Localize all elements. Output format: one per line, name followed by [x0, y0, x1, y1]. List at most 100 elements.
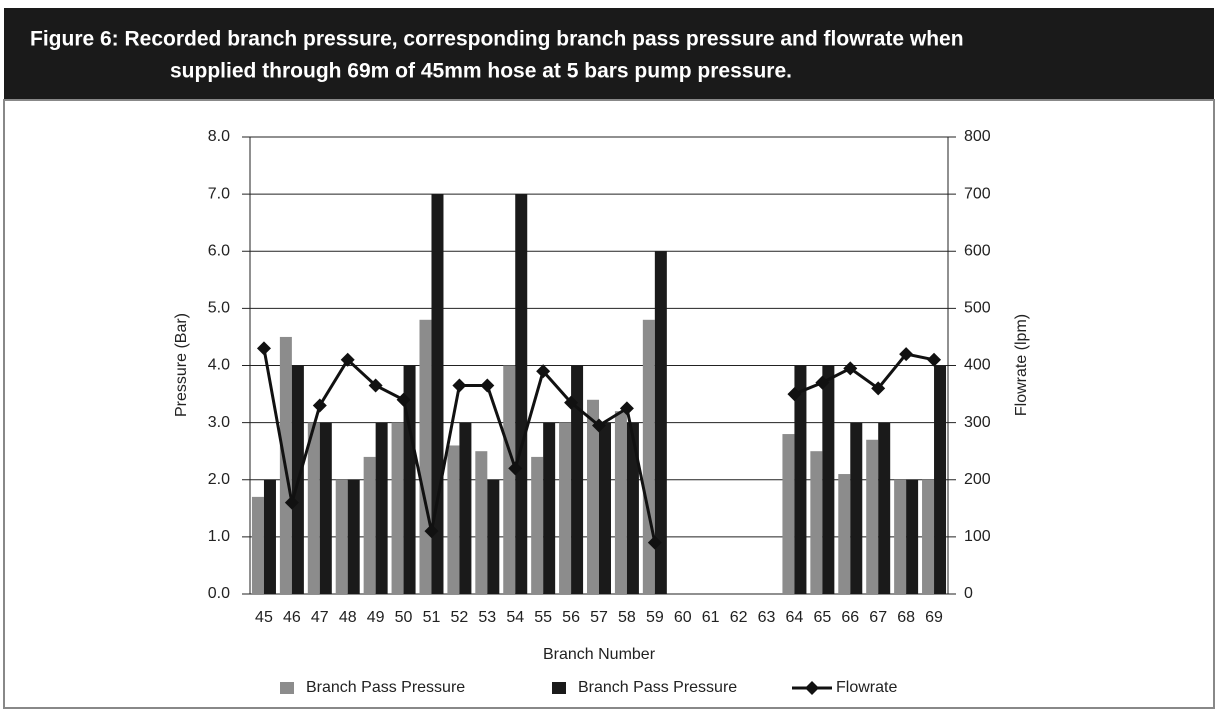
bar	[934, 365, 947, 594]
y-tick-label: 7.0	[208, 185, 230, 202]
point	[424, 524, 439, 539]
x-tick-label: 57	[590, 609, 608, 626]
x-tick-label: 60	[674, 609, 692, 626]
bar	[599, 422, 611, 594]
point	[927, 352, 942, 367]
bar	[906, 479, 919, 594]
legend-swatch	[805, 681, 819, 695]
bar	[515, 194, 528, 594]
bar	[654, 251, 667, 594]
point	[480, 378, 495, 393]
x-tick-label: 68	[897, 609, 915, 626]
x-tick-label: 55	[534, 609, 552, 626]
y-tick-label: 5.0	[208, 300, 230, 317]
chart-title: supplied through 69m of 45mm hose at 5 b…	[170, 60, 792, 83]
x-tick-label: 66	[841, 609, 859, 626]
bar	[642, 319, 655, 594]
point	[256, 341, 271, 356]
point	[619, 401, 634, 416]
bar	[307, 422, 320, 594]
y2-tick-label: 800	[964, 128, 991, 145]
bar	[822, 365, 835, 594]
x-tick-label: 69	[925, 609, 943, 626]
bar	[503, 365, 516, 594]
y-tick-label: 2.0	[208, 471, 230, 488]
bar	[794, 365, 807, 594]
y2-tick-label: 600	[964, 242, 991, 259]
point	[284, 495, 299, 510]
point	[452, 378, 467, 393]
bar	[251, 496, 264, 594]
x-tick-label: 53	[478, 609, 496, 626]
x-axis-title: Branch Number	[543, 646, 656, 663]
x-tick-label: 54	[506, 609, 524, 626]
bar	[335, 479, 348, 594]
bar	[459, 422, 472, 594]
x-tick-label: 64	[786, 609, 804, 626]
x-tick-label: 61	[702, 609, 720, 626]
x-tick-label: 48	[339, 609, 357, 626]
point	[368, 378, 383, 393]
legend-label: Branch Pass Pressure	[578, 679, 737, 696]
bar	[431, 194, 444, 594]
x-tick-label: 58	[618, 609, 636, 626]
y2-tick-label: 100	[964, 528, 991, 545]
bar	[475, 451, 488, 594]
point	[312, 398, 327, 413]
y-tick-label: 4.0	[208, 357, 230, 374]
bar	[838, 474, 851, 594]
bar	[894, 479, 907, 594]
frame	[3, 99, 1215, 709]
x-tick-label: 56	[562, 609, 580, 626]
point	[871, 381, 886, 396]
bar	[587, 399, 599, 594]
bar	[922, 479, 935, 594]
legend-label: Branch Pass Pressure	[306, 679, 465, 696]
bar	[850, 422, 863, 594]
x-tick-label: 65	[813, 609, 831, 626]
y-axis-title: Pressure (Bar)	[173, 313, 190, 417]
y2-tick-label: 700	[964, 185, 991, 202]
bar	[391, 422, 404, 594]
point	[564, 395, 579, 410]
title-bar	[4, 8, 1214, 100]
y2-tick-label: 0	[964, 585, 973, 602]
x-tick-label: 63	[758, 609, 776, 626]
bar	[866, 439, 879, 594]
chart-title: Figure 6: Recorded branch pressure, corr…	[30, 28, 964, 51]
point	[592, 418, 606, 433]
bar	[810, 451, 823, 594]
bar	[263, 479, 276, 594]
point	[899, 347, 914, 362]
point	[787, 387, 802, 402]
x-tick-label: 46	[283, 609, 301, 626]
point	[843, 361, 858, 376]
y2-tick-label: 500	[964, 300, 991, 317]
legend-swatch	[280, 682, 294, 694]
x-tick-label: 47	[311, 609, 329, 626]
y2-tick-label: 200	[964, 471, 991, 488]
y-tick-label: 3.0	[208, 414, 230, 431]
x-tick-label: 52	[451, 609, 469, 626]
bar	[878, 422, 891, 594]
y-tick-label: 0.0	[208, 585, 230, 602]
bar	[363, 456, 376, 594]
legend-label: Flowrate	[836, 679, 897, 696]
x-tick-label: 67	[869, 609, 887, 626]
legend-swatch	[552, 682, 566, 694]
y2-tick-label: 300	[964, 414, 991, 431]
point	[340, 352, 355, 367]
bar	[614, 411, 627, 594]
bar	[626, 422, 639, 594]
y2-tick-label: 400	[964, 357, 991, 374]
y-tick-label: 1.0	[208, 528, 230, 545]
y2-axis-title: Flowrate (lpm)	[1013, 314, 1030, 416]
point	[508, 461, 523, 476]
bar	[347, 479, 360, 594]
x-tick-label: 51	[423, 609, 441, 626]
x-tick-label: 62	[730, 609, 748, 626]
bar	[319, 422, 332, 594]
point	[536, 364, 551, 379]
bar	[559, 422, 572, 594]
